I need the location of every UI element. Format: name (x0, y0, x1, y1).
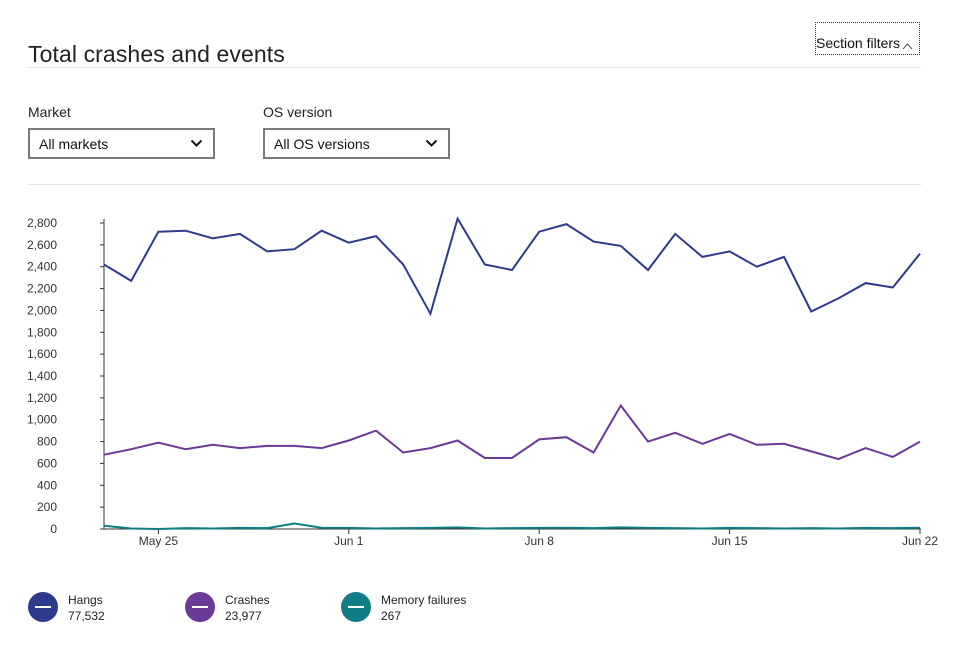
y-tick-label: 2,200 (27, 282, 57, 296)
y-tick-label: 1,800 (27, 325, 57, 339)
y-tick-label: 1,400 (27, 369, 57, 383)
market-label: Market (28, 104, 71, 120)
y-tick-label: 2,400 (27, 260, 57, 274)
y-tick-label: 1,000 (27, 413, 57, 427)
os-version-dropdown[interactable]: All OS versions (263, 128, 450, 159)
filters-divider (28, 184, 921, 185)
y-tick-label: 2,600 (27, 238, 57, 252)
x-tick-label: May 25 (139, 534, 179, 548)
legend-hangs-label: Hangs (68, 593, 103, 607)
section-filters-button[interactable]: Section filters (815, 22, 920, 55)
x-tick-label: Jun 15 (712, 534, 748, 548)
y-tick-label: 2,000 (27, 303, 57, 317)
legend-crashes-label: Crashes (225, 593, 270, 607)
y-tick-label: 0 (50, 522, 57, 536)
market-dropdown[interactable]: All markets (28, 128, 215, 159)
chevron-down-icon (425, 139, 438, 147)
x-tick-label: Jun 8 (525, 534, 555, 548)
os-version-label: OS version (263, 104, 333, 120)
crashes-legend-icon (185, 592, 215, 622)
y-tick-label: 2,800 (27, 216, 57, 230)
legend-item-crashes[interactable]: Crashes 23,977 (185, 592, 270, 624)
y-tick-label: 600 (37, 456, 57, 470)
hangs-legend-icon (28, 592, 58, 622)
x-tick-label: Jun 22 (902, 534, 938, 548)
market-dropdown-value: All markets (39, 135, 109, 152)
memory-failures-legend-icon (341, 592, 371, 622)
y-tick-label: 1,200 (27, 391, 57, 405)
y-tick-label: 1,600 (27, 347, 57, 361)
legend-item-memory-failures[interactable]: Memory failures 267 (341, 592, 466, 624)
series-line-crashes (103, 403, 921, 461)
y-tick-label: 200 (37, 500, 57, 514)
page-title: Total crashes and events (28, 41, 285, 68)
line-chart: 0 200 400 600 800 1,000 1,200 1,400 1,600 1,800 2,… (27, 216, 938, 548)
chevron-up-icon (902, 43, 913, 50)
series-line-memory-failures (103, 522, 921, 531)
legend-memory-failures-label: Memory failures (381, 593, 467, 607)
legend-memory-failures-total: 267 (381, 609, 402, 623)
legend-item-hangs[interactable]: Hangs 77,532 (28, 592, 105, 624)
section-filters-label: Section filters (816, 35, 901, 51)
y-tick-label: 400 (37, 478, 57, 492)
x-tick-label: Jun 1 (334, 534, 364, 548)
legend-crashes-total: 23,977 (225, 609, 262, 623)
os-version-dropdown-value: All OS versions (274, 135, 370, 152)
series-line-hangs (103, 216, 921, 317)
legend-hangs-total: 77,532 (68, 609, 105, 623)
chevron-down-icon (190, 139, 203, 147)
y-tick-label: 800 (37, 435, 57, 449)
header-divider (28, 67, 921, 68)
